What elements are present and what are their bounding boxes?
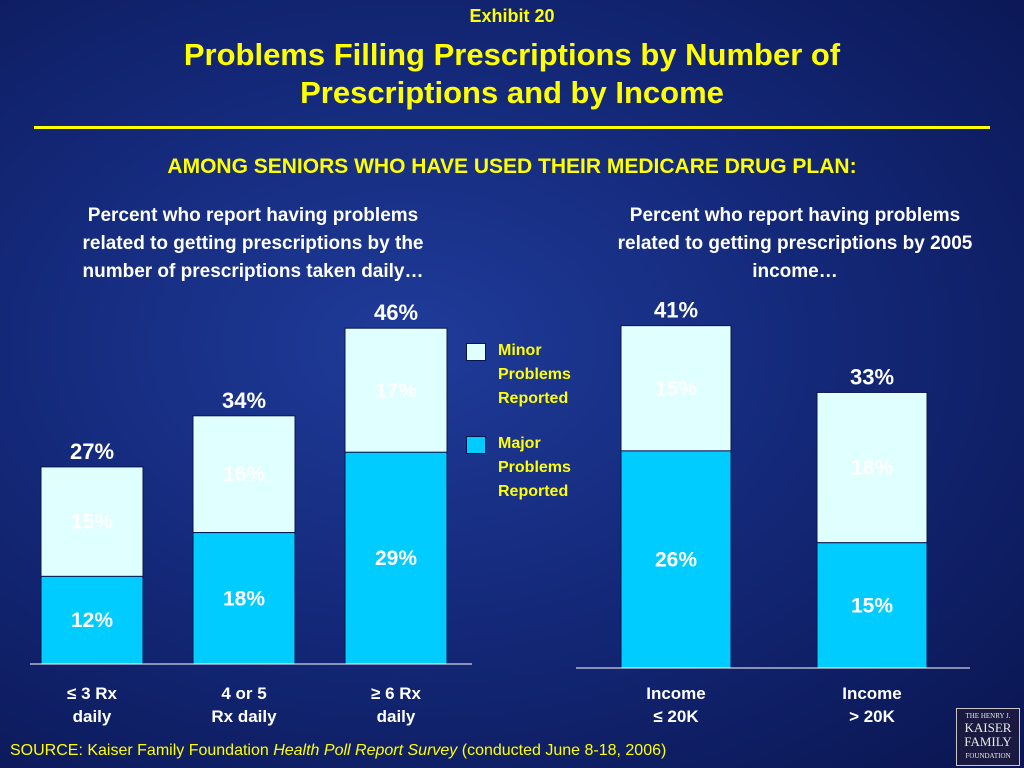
left-heading-line-1: Percent who report having problems: [87, 205, 419, 226]
source-note: SOURCE: Kaiser Family Foundation Health …: [10, 742, 666, 760]
left-heading-line-2: related to getting prescriptions by the: [82, 233, 424, 254]
title-line-2: Prescriptions and by Income: [300, 75, 724, 110]
legend-major-label: Major Problems Reported: [498, 432, 571, 504]
legend-minor-swatch: [466, 343, 486, 361]
bar-minor-segment: [192, 415, 296, 534]
minor-value-label: 16%: [223, 463, 265, 486]
source-prefix: SOURCE: Kaiser Family Foundation: [10, 742, 274, 759]
left-panel-heading: Percent who report having problems relat…: [18, 202, 488, 286]
subtitle: AMONG SENIORS WHO HAVE USED THEIR MEDICA…: [167, 155, 857, 178]
category-label-line: ≤ 3 Rx: [67, 684, 117, 703]
major-value-label: 26%: [655, 548, 697, 571]
total-value-label: 34%: [222, 388, 266, 413]
left-heading-line-3: number of prescriptions taken daily…: [82, 261, 424, 282]
minor-value-label: 18%: [851, 457, 893, 480]
minor-value-label: 15%: [71, 511, 113, 534]
right-heading-line-1: Percent who report having problems: [629, 205, 961, 226]
major-value-label: 29%: [375, 547, 417, 570]
right-heading-line-3: income…: [752, 261, 838, 282]
category-label-line: Income: [842, 684, 902, 703]
category-label-line: daily: [72, 707, 112, 726]
legend-minor-line-3: Reported: [498, 390, 569, 407]
major-value-label: 12%: [71, 609, 113, 632]
bar-major-segment: [816, 542, 928, 669]
total-value-label: 41%: [654, 298, 698, 323]
logo-line-2: KAISER: [964, 720, 1012, 735]
category-label-line: 4 or 5: [221, 684, 267, 703]
legend-minor-line-2: Problems: [498, 366, 571, 383]
category-label: 4 or 5 Rx daily: [174, 682, 314, 728]
minor-value-label: 15%: [655, 377, 697, 400]
source-suffix: (conducted June 8-18, 2006): [457, 742, 667, 759]
category-label-line: ≤ 20K: [653, 707, 699, 726]
category-label: ≤ 3 Rx daily: [22, 682, 162, 728]
source-survey-name: Health Poll Report Survey: [273, 742, 458, 759]
legend-minor-label: Minor Problems Reported: [498, 339, 571, 411]
category-label-line: Income: [646, 684, 706, 703]
major-value-label: 18%: [223, 587, 265, 610]
title-line-1: Problems Filling Prescriptions by Number…: [183, 37, 841, 72]
exhibit-number: Exhibit 20: [469, 6, 555, 26]
legend-major-line-1: Major: [498, 435, 541, 452]
category-label-line: daily: [376, 707, 416, 726]
bar-minor-segment: [40, 466, 144, 577]
logo-line-1: THE HENRY J.: [965, 712, 1011, 720]
logo-line-4: FOUNDATION: [965, 752, 1011, 760]
kaiser-logo: THE HENRY J. KAISER FAMILY FOUNDATION: [956, 708, 1020, 766]
total-value-label: 33%: [850, 364, 894, 389]
bar-minor-segment: [344, 327, 448, 453]
page-title: Problems Filling Prescriptions by Number…: [40, 36, 984, 112]
major-value-label: 15%: [851, 594, 893, 617]
bar-minor-segment: [816, 391, 928, 544]
bar-major-segment: [344, 451, 448, 665]
category-label: Income ≤ 20K: [606, 682, 746, 728]
minor-value-label: 17%: [375, 379, 417, 402]
right-panel-heading: Percent who report having problems relat…: [560, 202, 1024, 286]
category-label-line: Rx daily: [211, 707, 277, 726]
bar-major-segment: [40, 575, 144, 665]
total-value-label: 46%: [374, 300, 418, 325]
category-label-line: ≥ 6 Rx: [371, 684, 421, 703]
legend-minor-line-1: Minor: [498, 342, 542, 359]
right-heading-line-2: related to getting prescriptions by 2005: [617, 233, 973, 254]
bar-major-segment: [620, 450, 732, 669]
category-label: Income > 20K: [802, 682, 942, 728]
logo-line-3: FAMILY: [964, 734, 1012, 749]
category-label-line: > 20K: [849, 707, 895, 726]
legend-major-swatch: [466, 436, 486, 454]
total-value-label: 27%: [70, 439, 114, 464]
category-label: ≥ 6 Rx daily: [326, 682, 466, 728]
bar-major-segment: [192, 532, 296, 665]
legend-major-line-2: Problems: [498, 459, 571, 476]
legend-major-line-3: Reported: [498, 483, 569, 500]
bar-minor-segment: [620, 325, 732, 452]
title-underline: [34, 126, 990, 129]
